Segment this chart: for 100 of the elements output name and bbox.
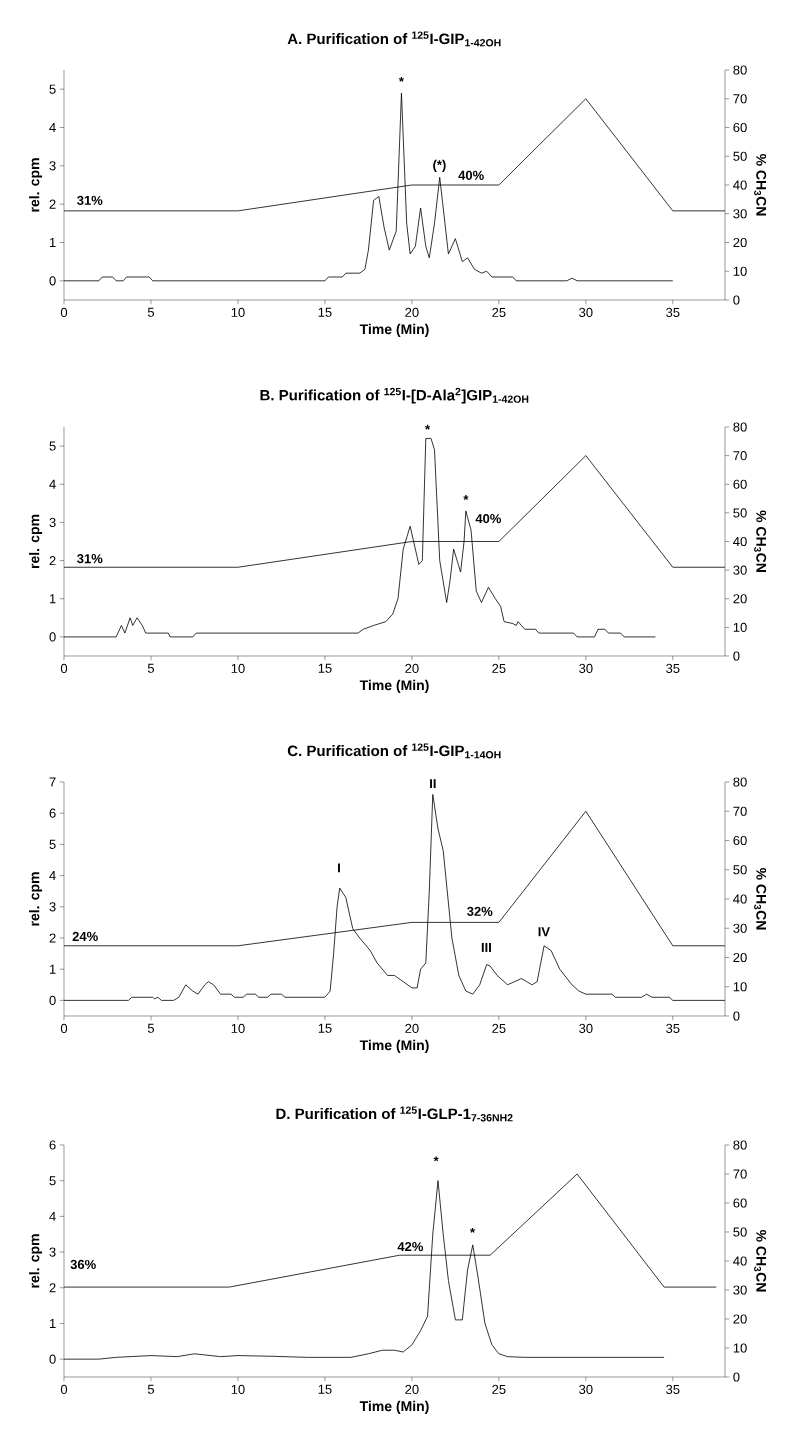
y-tick-label: 0 xyxy=(49,276,56,286)
y2-tick-label: 20 xyxy=(733,237,747,248)
y2-tick-label: 70 xyxy=(733,451,747,461)
y-tick-label: 6 xyxy=(49,808,56,818)
chart-title: A. Purification of $^{125}$I-GIP$_{1-42OH}$ xyxy=(287,31,501,47)
y2-tick-label: 60 xyxy=(733,835,747,846)
y2-tick-label: 30 xyxy=(733,923,747,933)
y2-tick-label: 10 xyxy=(733,266,747,276)
y-tick-label: 3 xyxy=(49,161,56,171)
y2-tick-label: 30 xyxy=(733,565,747,575)
y2-tick-label: 80 xyxy=(733,65,747,75)
x-tick-label: 25 xyxy=(492,307,506,317)
x-tick-label: 5 xyxy=(147,307,155,317)
y2-tick-label: 70 xyxy=(733,1169,747,1179)
y-tick-label: 3 xyxy=(49,517,56,528)
annotation: * xyxy=(398,77,404,82)
annotation: III xyxy=(481,942,491,952)
x-axis-title: Time (Min) xyxy=(359,679,429,693)
y2-axis-title: % CH$_{3}$CN xyxy=(754,867,767,930)
y2-tick-label: 50 xyxy=(733,865,747,875)
chart-title: B. Purification of $^{125}$I-[D-Ala$^{2}$]GIP$_{1-42OH}$ xyxy=(260,387,529,404)
y-tick-label: 4 xyxy=(49,123,56,132)
annotation: * xyxy=(425,424,431,430)
y2-tick-label: 0 xyxy=(733,1011,740,1021)
x-tick-label: 10 xyxy=(231,1023,245,1033)
y2-tick-label: 40 xyxy=(733,1256,747,1266)
y-tick-label: 4 xyxy=(49,1211,56,1221)
x-tick-label: 10 xyxy=(231,663,245,673)
x-tick-label: 35 xyxy=(666,1023,680,1033)
y-tick-label: 5 xyxy=(49,84,56,94)
y-tick-label: 3 xyxy=(49,902,56,912)
x-tick-label: 25 xyxy=(492,663,506,673)
y2-tick-label: 10 xyxy=(733,982,747,992)
y2-tick-label: 80 xyxy=(733,777,747,787)
x-tick-label: 25 xyxy=(492,1384,506,1394)
y2-tick-label: 50 xyxy=(733,508,747,518)
x-tick-label: 20 xyxy=(405,1023,419,1033)
x-tick-label: 10 xyxy=(231,307,245,317)
y2-axis-title: % CH$_{3}$CN xyxy=(754,510,767,572)
x-axis-title: Time (Min) xyxy=(359,323,429,337)
x-axis-title: Time (Min) xyxy=(359,1039,429,1053)
y-tick-label: 5 xyxy=(49,1176,56,1186)
annotation: (*) xyxy=(433,159,446,172)
y2-tick-label: 20 xyxy=(733,1314,747,1324)
y2-tick-label: 0 xyxy=(733,651,740,661)
x-tick-label: 30 xyxy=(579,663,593,673)
x-tick-label: 30 xyxy=(579,1023,593,1033)
y-axis-title: rel. cpm xyxy=(29,514,43,569)
y2-tick-label: 30 xyxy=(733,1285,747,1295)
y2-tick-label: 50 xyxy=(733,151,747,161)
y2-tick-label: 40 xyxy=(733,536,747,547)
x-tick-label: 15 xyxy=(318,1384,332,1394)
y2-axis-title: % CH$_{3}$CN xyxy=(754,153,767,216)
y2-tick-label: 10 xyxy=(733,1343,747,1353)
y2-tick-label: 50 xyxy=(733,1227,747,1237)
y2-tick-label: 70 xyxy=(733,94,747,104)
y-axis-title: rel. cpm xyxy=(29,158,43,212)
y2-axis-title: % CH$_{3}$CN xyxy=(754,1229,767,1292)
annotation: 24% xyxy=(72,931,98,942)
annotation: II xyxy=(430,779,436,789)
x-tick-label: 15 xyxy=(318,663,332,673)
x-tick-label: 5 xyxy=(147,1023,155,1033)
x-tick-label: 35 xyxy=(666,1384,680,1394)
y2-tick-label: 60 xyxy=(733,479,747,489)
x-tick-label: 20 xyxy=(405,663,419,673)
annotation: 32% xyxy=(467,906,493,916)
annotation: I xyxy=(338,863,340,873)
y-tick-label: 1 xyxy=(49,594,56,604)
y2-tick-label: 10 xyxy=(733,622,747,632)
x-tick-label: 25 xyxy=(492,1023,506,1033)
y2-tick-label: 60 xyxy=(733,122,747,133)
y-tick-label: 1 xyxy=(49,1318,56,1328)
y-tick-label: 5 xyxy=(49,441,56,451)
y-tick-label: 7 xyxy=(49,777,56,787)
y-axis-title: rel. cpm xyxy=(29,872,43,926)
annotation: 36% xyxy=(70,1259,96,1270)
x-tick-label: 0 xyxy=(60,1384,68,1394)
y-tick-label: 4 xyxy=(49,871,56,881)
y2-tick-label: 40 xyxy=(733,180,747,190)
y-tick-label: 4 xyxy=(49,479,56,489)
y-axis-title: rel. cpm xyxy=(29,1234,43,1288)
y2-tick-label: 0 xyxy=(733,295,740,305)
y2-tick-label: 20 xyxy=(733,594,747,604)
y2-tick-label: 30 xyxy=(733,209,747,219)
x-tick-label: 0 xyxy=(60,1023,68,1033)
y-tick-label: 2 xyxy=(49,199,56,209)
x-tick-label: 15 xyxy=(318,1023,332,1033)
x-axis-title: Time (Min) xyxy=(359,1400,429,1414)
annotation: IV xyxy=(538,927,550,937)
annotation: * xyxy=(433,1156,439,1162)
y2-tick-label: 40 xyxy=(733,894,747,904)
y-tick-label: 0 xyxy=(49,1354,56,1364)
y2-tick-label: 80 xyxy=(733,422,747,432)
chart-title: D. Purification of $^{125}$I-GLP-1$_{7-36NH2}$ xyxy=(276,1106,513,1122)
y-tick-label: 5 xyxy=(49,839,56,849)
y2-tick-label: 80 xyxy=(733,1140,747,1150)
y-tick-label: 1 xyxy=(49,964,56,974)
x-tick-label: 5 xyxy=(147,663,155,673)
y-tick-label: 2 xyxy=(49,933,56,943)
x-tick-label: 30 xyxy=(579,307,593,317)
